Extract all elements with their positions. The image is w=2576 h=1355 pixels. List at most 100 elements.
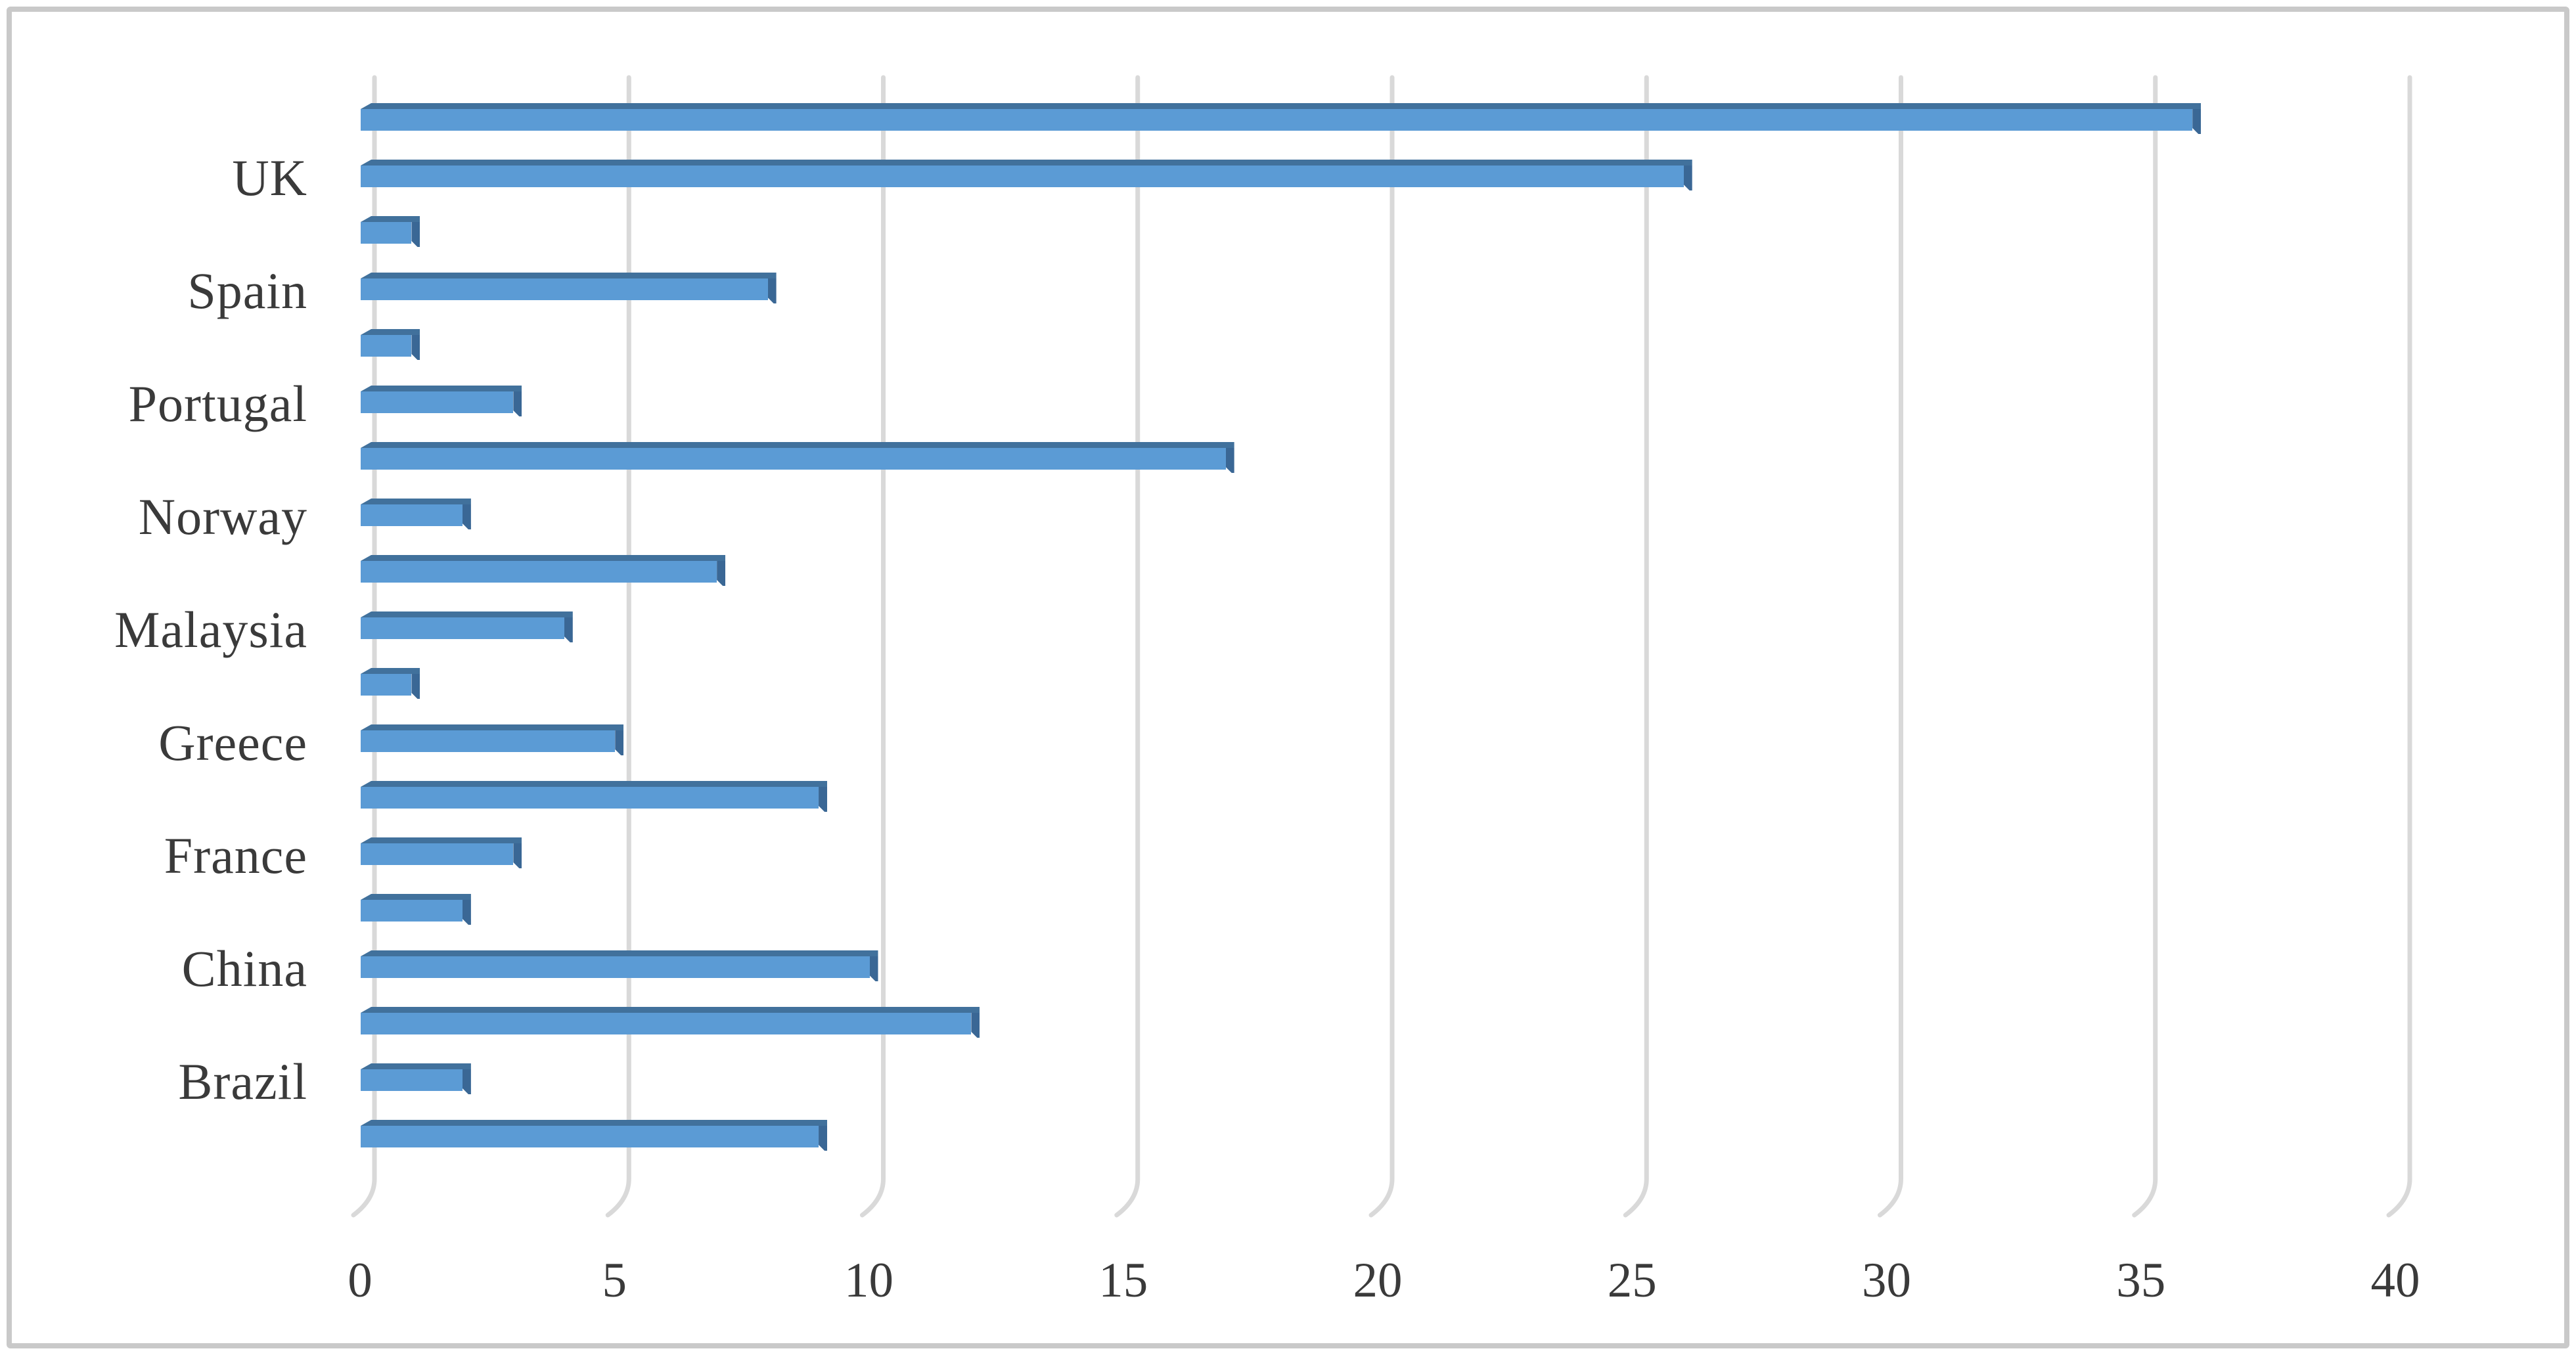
bar-face <box>361 504 463 526</box>
bar <box>361 273 777 300</box>
bar-bevel <box>361 950 878 956</box>
value-tick-label: 15 <box>1098 1253 1148 1308</box>
bar <box>361 1007 980 1034</box>
bar <box>361 950 878 978</box>
bar-cap <box>463 504 471 529</box>
bar <box>361 216 420 244</box>
value-tick-label: 25 <box>1607 1253 1657 1308</box>
bar <box>361 724 624 755</box>
bar-face <box>361 617 564 639</box>
bar <box>361 668 420 696</box>
bar-cap <box>411 335 420 360</box>
category-label: France <box>164 827 307 884</box>
value-tick-label: 5 <box>602 1253 627 1308</box>
bar-cap <box>513 391 522 416</box>
bar <box>361 555 726 586</box>
bar-bevel <box>361 442 1234 448</box>
gridline <box>1368 75 1395 1218</box>
bar <box>361 160 1692 187</box>
gridline <box>1878 75 1903 1218</box>
bar <box>361 1063 471 1091</box>
gridline <box>2386 75 2412 1218</box>
bar-bevel <box>361 329 420 335</box>
bar-cap <box>2192 109 2201 134</box>
bar-cap <box>819 1126 827 1151</box>
bar-bevel <box>361 103 2202 109</box>
category-label: Malaysia <box>114 601 307 658</box>
bar-face <box>361 843 514 865</box>
value-tick-label: 35 <box>2116 1253 2166 1308</box>
bar-bevel <box>361 837 522 843</box>
category-label: China <box>181 940 307 997</box>
bar-face <box>361 1013 972 1034</box>
bar-face <box>361 787 819 809</box>
bar-cap <box>717 561 725 586</box>
bar <box>361 611 573 639</box>
bar-face <box>361 561 717 583</box>
bar-bevel <box>361 386 522 391</box>
bar-bevel <box>361 1063 471 1069</box>
gridline <box>1114 75 1141 1218</box>
bar-cap <box>768 278 777 303</box>
bar <box>361 386 522 413</box>
gridline <box>1623 75 1649 1218</box>
bar-cap <box>411 222 420 247</box>
bar-bevel <box>361 1007 980 1013</box>
bar <box>361 442 1234 470</box>
bar-face <box>361 448 1226 470</box>
bar-face <box>361 674 412 696</box>
bar-bevel <box>361 499 471 504</box>
bar-cap <box>463 1069 471 1094</box>
bar-face <box>361 109 2193 131</box>
category-label: Brazil <box>178 1053 307 1110</box>
bar-face <box>361 1069 463 1091</box>
bar <box>361 1120 828 1147</box>
bar-bevel <box>361 273 777 278</box>
value-tick-label: 30 <box>1862 1253 1911 1308</box>
bar-cap <box>870 956 878 981</box>
bar-cap <box>564 617 573 642</box>
bar-bevel <box>361 611 573 617</box>
value-tick-label: 0 <box>348 1253 373 1308</box>
value-tick-label: 40 <box>2370 1253 2420 1308</box>
category-label: Portugal <box>128 375 307 432</box>
bar-bevel <box>361 668 420 674</box>
bar-cap <box>1226 448 1234 473</box>
category-label: Greece <box>158 714 307 771</box>
bar <box>361 103 2202 134</box>
bar-face <box>361 166 1684 187</box>
bar-bevel <box>361 216 420 222</box>
bar-face <box>361 278 768 300</box>
bar-cap <box>1684 166 1692 190</box>
category-label: Norway <box>138 488 307 545</box>
bar-cap <box>615 730 623 755</box>
bar-bevel <box>361 781 828 787</box>
bar-cap <box>513 843 522 868</box>
bar-face <box>361 730 616 752</box>
bar-face <box>361 900 463 922</box>
bar-cap <box>463 900 471 925</box>
bar-bevel <box>361 1120 828 1126</box>
gridline <box>860 75 886 1218</box>
bar-bevel <box>361 724 624 730</box>
bar-bevel <box>361 555 726 561</box>
value-tick-label: 20 <box>1353 1253 1403 1308</box>
bar-face <box>361 1126 819 1147</box>
value-tick-label: 10 <box>844 1253 893 1308</box>
bar-cap <box>971 1013 980 1038</box>
bar-face <box>361 335 412 357</box>
bar <box>361 837 522 865</box>
gridline <box>351 75 377 1218</box>
bar-cap <box>819 787 827 812</box>
bar <box>361 499 471 526</box>
bar-face <box>361 956 870 978</box>
bar-cap <box>411 674 420 699</box>
gridline <box>605 75 631 1218</box>
gridline <box>2132 75 2158 1218</box>
bar-bevel <box>361 894 471 900</box>
bar-face <box>361 391 514 413</box>
category-label: Spain <box>187 262 307 319</box>
bar-bevel <box>361 160 1692 166</box>
